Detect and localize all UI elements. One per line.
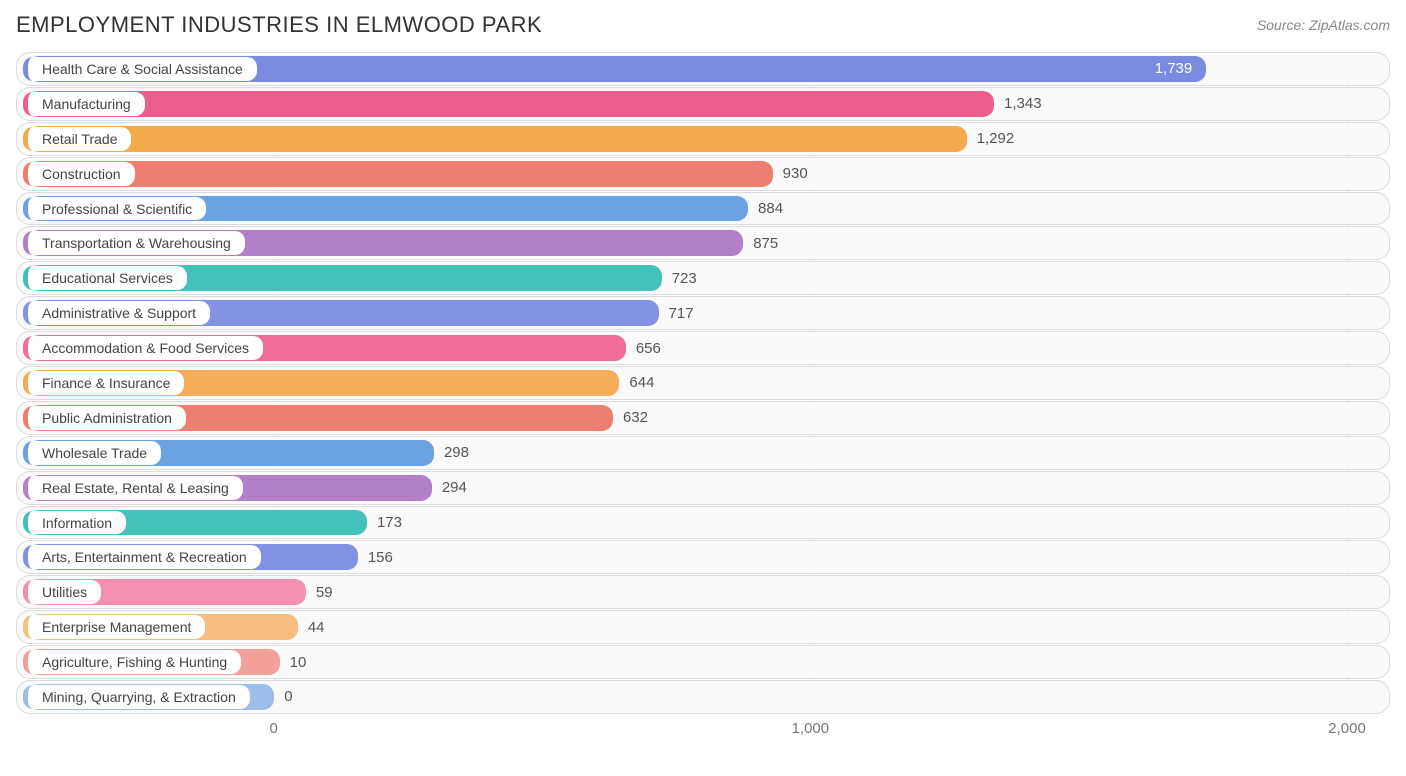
bar-label: Manufacturing <box>23 92 145 116</box>
bar-value: 1,343 <box>994 88 1042 120</box>
chart-header: EMPLOYMENT INDUSTRIES IN ELMWOOD PARK So… <box>16 12 1390 38</box>
bar-label: Finance & Insurance <box>23 371 184 395</box>
source-label: Source: <box>1257 17 1305 33</box>
bar-value: 717 <box>659 297 694 329</box>
bar-label: Administrative & Support <box>23 301 210 325</box>
bar-label: Professional & Scientific <box>23 197 206 221</box>
source-name: ZipAtlas.com <box>1309 17 1390 33</box>
bar-label: Accommodation & Food Services <box>23 336 263 360</box>
bar-value: 59 <box>306 576 333 608</box>
bar-label: Health Care & Social Assistance <box>23 57 257 81</box>
bar-row: Utilities 59 <box>16 575 1390 609</box>
bar-label: Mining, Quarrying, & Extraction <box>23 685 250 709</box>
bar-row: 1,739 Health Care & Social Assistance <box>16 52 1390 86</box>
bar-row: Information 173 <box>16 506 1390 540</box>
bar-row: Administrative & Support 717 <box>16 296 1390 330</box>
bar-value: 644 <box>619 367 654 399</box>
bar-row: Manufacturing 1,343 <box>16 87 1390 121</box>
bar-label: Retail Trade <box>23 127 131 151</box>
bar-row: Accommodation & Food Services 656 <box>16 331 1390 365</box>
bar-value: 173 <box>367 507 402 539</box>
bar-row: Educational Services 723 <box>16 261 1390 295</box>
bar-label: Real Estate, Rental & Leasing <box>23 476 243 500</box>
plot-area: 1,739 Health Care & Social Assistance Manu… <box>16 52 1390 742</box>
bar-row: Real Estate, Rental & Leasing 294 <box>16 471 1390 505</box>
bar-row: Construction 930 <box>16 157 1390 191</box>
chart-source: Source: ZipAtlas.com <box>1257 17 1390 33</box>
bar-value: 294 <box>432 472 467 504</box>
bar-value: 10 <box>280 646 307 678</box>
bar-fill <box>28 161 773 187</box>
bar-row: Enterprise Management 44 <box>16 610 1390 644</box>
bar-label: Utilities <box>23 580 101 604</box>
bar-label: Enterprise Management <box>23 615 205 639</box>
bar-label: Educational Services <box>23 266 187 290</box>
bar-label: Arts, Entertainment & Recreation <box>23 545 261 569</box>
bar-label: Wholesale Trade <box>23 441 161 465</box>
x-tick-label: 1,000 <box>792 720 830 737</box>
bar-row: Mining, Quarrying, & Extraction 0 <box>16 680 1390 714</box>
bar-value: 0 <box>274 681 292 713</box>
x-tick-label: 0 <box>269 720 277 737</box>
bar-fill <box>28 126 967 152</box>
bar-label: Public Administration <box>23 406 186 430</box>
bar-row: Agriculture, Fishing & Hunting 10 <box>16 645 1390 679</box>
bar-row: Finance & Insurance 644 <box>16 366 1390 400</box>
bar-label: Agriculture, Fishing & Hunting <box>23 650 241 674</box>
chart-container: EMPLOYMENT INDUSTRIES IN ELMWOOD PARK So… <box>0 0 1406 776</box>
bar-row: Professional & Scientific 884 <box>16 192 1390 226</box>
bar-value: 656 <box>626 332 661 364</box>
bar-value: 884 <box>748 193 783 225</box>
bar-label: Transportation & Warehousing <box>23 231 245 255</box>
bar-fill <box>28 91 994 117</box>
bar-label: Information <box>23 511 126 535</box>
bar-value: 44 <box>298 611 325 643</box>
bar-row: Public Administration 632 <box>16 401 1390 435</box>
bar-value: 930 <box>773 158 808 190</box>
bar-value: 1,739 <box>1155 56 1193 82</box>
bar-value: 875 <box>743 227 778 259</box>
x-axis: 0 1,000 2,000 <box>16 718 1390 742</box>
bar-value: 156 <box>358 541 393 573</box>
bar-row: Transportation & Warehousing 875 <box>16 226 1390 260</box>
bar-value: 632 <box>613 402 648 434</box>
bar-row: Wholesale Trade 298 <box>16 436 1390 470</box>
bar-row: Arts, Entertainment & Recreation 156 <box>16 540 1390 574</box>
bar-value: 723 <box>662 262 697 294</box>
bar-row: Retail Trade 1,292 <box>16 122 1390 156</box>
bar-value: 1,292 <box>967 123 1015 155</box>
bar-value: 298 <box>434 437 469 469</box>
x-tick-label: 2,000 <box>1328 720 1366 737</box>
bars-container: 1,739 Health Care & Social Assistance Manu… <box>16 52 1390 714</box>
bar-label: Construction <box>23 162 135 186</box>
chart-title: EMPLOYMENT INDUSTRIES IN ELMWOOD PARK <box>16 12 542 38</box>
